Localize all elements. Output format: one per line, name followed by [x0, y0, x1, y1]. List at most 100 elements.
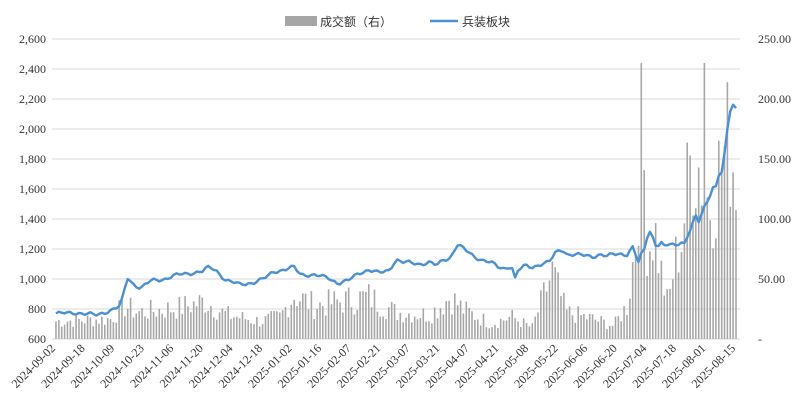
bar	[158, 308, 161, 339]
bar	[408, 313, 410, 339]
bar	[164, 317, 166, 339]
bar	[279, 312, 281, 339]
bar	[626, 314, 628, 339]
bar	[227, 306, 229, 339]
bar	[583, 314, 585, 339]
bar	[368, 284, 370, 339]
bar	[488, 328, 491, 339]
bar	[370, 307, 373, 339]
bar	[333, 291, 336, 339]
bar	[646, 275, 648, 339]
bar	[551, 261, 554, 339]
bar	[477, 319, 479, 339]
bar	[732, 172, 734, 339]
bar	[482, 313, 485, 339]
bar	[170, 312, 172, 339]
right-tick-label: 200.00	[758, 92, 791, 106]
bar	[63, 324, 66, 339]
bar	[267, 313, 270, 339]
bar	[505, 320, 508, 339]
bar	[683, 223, 686, 339]
bar	[379, 316, 381, 339]
bar	[58, 320, 60, 339]
bar	[591, 314, 594, 339]
bar	[643, 170, 645, 339]
bar	[112, 322, 115, 339]
bar	[362, 291, 364, 339]
bar	[241, 312, 244, 339]
bar	[353, 314, 356, 339]
bar	[502, 320, 505, 339]
bar	[66, 321, 69, 339]
bar	[347, 287, 350, 339]
bar	[508, 316, 511, 339]
bar	[494, 324, 496, 339]
bar	[703, 63, 706, 339]
left-tick-label: 600	[28, 332, 46, 346]
bar	[603, 319, 605, 339]
bar	[250, 323, 252, 339]
bar	[634, 256, 637, 339]
bar	[365, 291, 367, 339]
right-tick-label: 250.00	[758, 32, 791, 46]
bar	[413, 316, 416, 339]
bar	[213, 317, 215, 339]
bar	[184, 296, 186, 339]
bar	[491, 327, 493, 339]
bar	[92, 326, 95, 339]
bar	[336, 299, 338, 339]
bar	[431, 323, 433, 339]
bar	[706, 197, 709, 339]
bar	[322, 306, 324, 339]
right-tick-label: 150.00	[758, 152, 791, 166]
bar	[617, 316, 620, 339]
bar	[554, 267, 557, 339]
bar	[499, 318, 502, 339]
bar	[637, 245, 640, 339]
bar	[247, 319, 249, 339]
left-tick-label: 1,400	[19, 212, 46, 226]
bar	[606, 329, 608, 339]
left-tick-label: 1,600	[19, 182, 46, 196]
bar	[528, 326, 531, 339]
right-tick-label: 100.00	[758, 212, 791, 226]
bar	[198, 295, 201, 339]
line-series-sector	[55, 103, 737, 317]
bar	[273, 311, 275, 339]
bar	[75, 314, 77, 339]
bar	[218, 312, 221, 339]
grid-lines	[52, 38, 740, 340]
bar	[537, 312, 539, 339]
right-tick-label: -	[758, 332, 762, 346]
bar	[388, 307, 390, 339]
bar	[313, 319, 315, 339]
bar	[132, 317, 135, 339]
bar	[55, 321, 57, 339]
bar	[700, 205, 703, 339]
bar	[359, 291, 361, 339]
bar	[190, 312, 192, 339]
bar	[290, 304, 293, 339]
bar	[287, 317, 290, 339]
bar	[571, 315, 574, 339]
bar	[640, 63, 643, 339]
bar	[86, 315, 89, 339]
bar	[195, 306, 198, 339]
bar	[244, 319, 247, 339]
bar	[221, 308, 224, 339]
bar	[373, 289, 376, 339]
left-tick-label: 2,400	[19, 62, 46, 76]
bar	[121, 295, 123, 339]
bar	[456, 305, 459, 339]
bar	[72, 326, 74, 339]
bar	[720, 170, 723, 339]
bar	[60, 326, 63, 339]
bar	[319, 302, 321, 339]
bar	[689, 155, 691, 339]
bar	[657, 273, 660, 339]
bar	[104, 324, 106, 339]
bar	[663, 295, 666, 339]
bar	[167, 302, 169, 339]
